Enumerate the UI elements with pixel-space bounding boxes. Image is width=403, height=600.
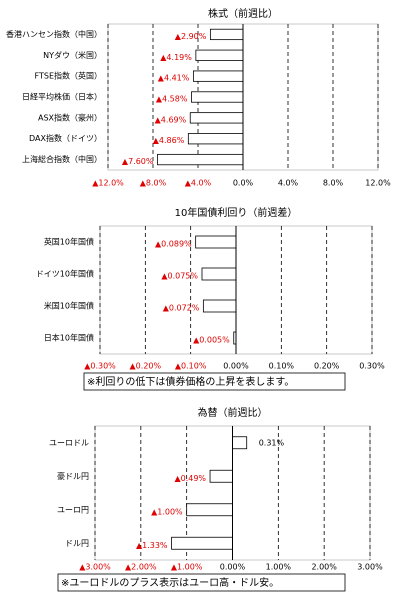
- x-tick-label: 4.0%: [278, 179, 299, 188]
- bar: [201, 267, 237, 281]
- x-tick-label: ▲2.00%: [125, 563, 157, 572]
- value-label: ▲0.075%: [161, 272, 198, 281]
- x-tick-label: ▲4.0%: [185, 179, 212, 188]
- x-tick-label: ▲12.0%: [92, 179, 124, 188]
- value-label: ▲1.00%: [151, 507, 183, 516]
- value-label: ▲4.69%: [155, 115, 187, 124]
- value-label: 0.31%: [259, 438, 285, 447]
- x-tick-label: ▲0.20%: [130, 362, 162, 371]
- bar: [189, 112, 244, 124]
- value-label: ▲0.49%: [174, 474, 206, 483]
- chart-title: 10年国債利回り（前週差）: [175, 206, 298, 219]
- category-label: NYダウ（米国）: [43, 50, 102, 60]
- value-label: ▲4.86%: [153, 136, 185, 145]
- x-tick-label: ▲8.0%: [140, 179, 167, 188]
- bar: [195, 235, 237, 249]
- category-label: 日経平均株価（日本）: [22, 92, 102, 102]
- x-tick-label: 3.00%: [357, 563, 383, 572]
- x-tick-label: 2.00%: [311, 563, 337, 572]
- category-label: 豪ドル円: [57, 471, 89, 481]
- category-label: ユーロ円: [57, 505, 89, 514]
- value-label: ▲1.33%: [136, 541, 168, 550]
- note-box: [83, 372, 346, 391]
- category-label: 米国10年国債: [44, 301, 94, 311]
- note-box: [57, 573, 346, 592]
- x-tick-label: 0.20%: [314, 362, 340, 371]
- x-tick-label: 1.00%: [266, 563, 292, 572]
- x-tick-label: ▲0.10%: [175, 362, 207, 371]
- category-label: 日本10年国債: [44, 333, 94, 343]
- value-label: ▲4.19%: [160, 53, 192, 62]
- x-tick-label: ▲3.00%: [79, 563, 111, 572]
- bar: [202, 299, 237, 313]
- bar: [232, 436, 248, 450]
- x-tick-label: 0.30%: [359, 362, 385, 371]
- value-label: ▲4.58%: [156, 95, 188, 104]
- bar: [186, 503, 233, 517]
- bar: [187, 133, 244, 145]
- x-tick-label: 0.10%: [269, 362, 295, 371]
- value-label: ▲7.60%: [122, 157, 154, 166]
- bar: [209, 469, 233, 483]
- chart-title: 株式（前週比）: [208, 7, 278, 20]
- category-label: 香港ハンセン指数（中国）: [6, 29, 102, 39]
- bar: [171, 536, 233, 550]
- x-tick-label: ▲1.00%: [171, 563, 203, 572]
- bar: [195, 49, 244, 61]
- bar: [157, 153, 244, 166]
- note: ※利回りの低下は債券価格の上昇を表します。: [87, 375, 294, 388]
- category-label: 上海総合指数（中国）: [22, 154, 102, 164]
- category-label: ユーロドル: [49, 438, 89, 447]
- category-label: FTSE指数（英国）: [35, 71, 102, 81]
- x-tick-label: 0.00%: [223, 362, 249, 371]
- x-tick-label: 0.00%: [220, 563, 246, 572]
- bar: [209, 28, 244, 41]
- value-label: ▲0.072%: [163, 304, 200, 313]
- x-tick-label: 12.0%: [365, 179, 391, 188]
- category-label: ASX指数（豪州）: [38, 112, 102, 122]
- value-label: ▲0.089%: [155, 240, 192, 249]
- value-label: ▲0.005%: [193, 336, 230, 345]
- bar: [192, 70, 244, 82]
- x-tick-label: 8.0%: [323, 179, 344, 188]
- bar: [191, 91, 244, 103]
- x-tick-label: ▲0.30%: [84, 362, 116, 371]
- category-label: ドル円: [65, 539, 89, 548]
- x-tick-label: 0.0%: [233, 179, 254, 188]
- value-label: ▲4.41%: [158, 74, 190, 83]
- value-label: ▲2.90%: [175, 32, 207, 41]
- note: ※ユーロドルのプラス表示はユーロ高・ドル安。: [61, 576, 279, 589]
- category-label: DAX指数（ドイツ）: [29, 133, 102, 143]
- category-label: ドイツ10年国債: [36, 269, 94, 279]
- chart-title: 為替（前週比）: [198, 406, 268, 419]
- category-label: 英国10年国債: [44, 237, 94, 247]
